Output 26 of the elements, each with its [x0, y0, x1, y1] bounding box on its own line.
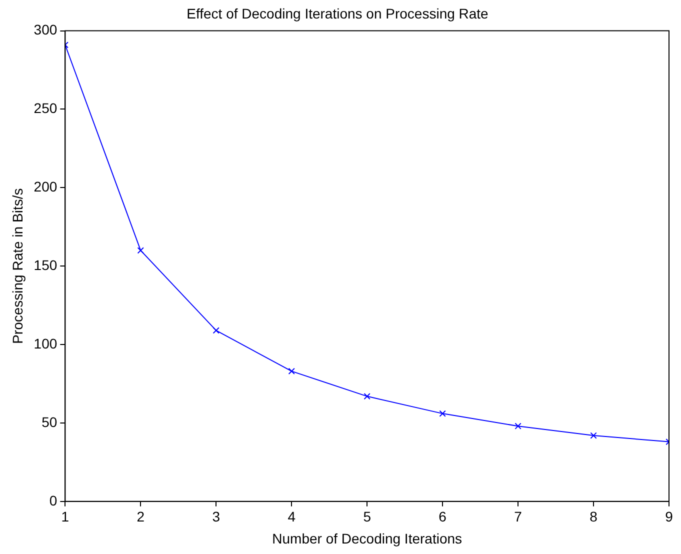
point	[514, 422, 522, 430]
x-tick-label: 9	[665, 508, 674, 525]
x-tick-label: 5	[363, 508, 372, 525]
x-tick-label: 4	[288, 508, 296, 525]
point	[137, 247, 144, 254]
x-tick-label: 6	[438, 508, 447, 525]
x-tick-label: 1	[61, 508, 70, 525]
y-tick-label: 200	[34, 178, 58, 195]
point	[364, 392, 370, 400]
y-tick-label: 50	[42, 414, 58, 430]
y-tick-label: 0	[49, 492, 58, 508]
x-tick-label: 7	[514, 508, 522, 525]
y-tick-label: 300	[34, 22, 58, 38]
chart-title: Effect of Decoding Iterations on Processing Rate	[186, 5, 489, 22]
y-tick-label: 150	[34, 256, 58, 273]
x-tick-label: 3	[212, 508, 220, 525]
y-tick-label: 250	[34, 100, 58, 116]
point	[590, 432, 597, 439]
x-tick-label: 8	[590, 508, 598, 525]
point	[439, 410, 446, 417]
x-tick-label: 2	[136, 508, 145, 525]
point	[212, 327, 220, 334]
x-axis-title: Number of Decoding Iterations	[272, 530, 462, 546]
y-tick-label: 100	[34, 335, 58, 352]
point	[288, 368, 295, 375]
y-axis-title: Processing Rate in Bits/s	[9, 188, 26, 344]
